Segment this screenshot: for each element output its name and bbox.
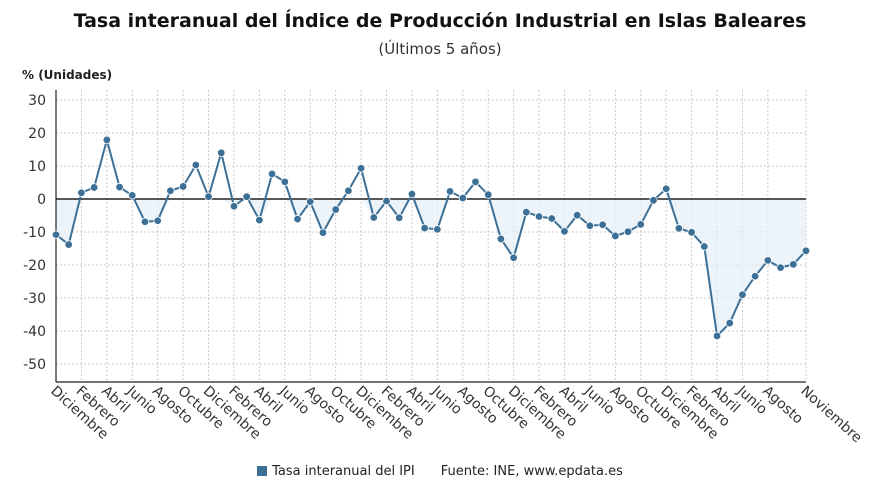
data-point: [623, 227, 633, 236]
data-point: [382, 196, 391, 206]
source-text: Fuente: INE, www.epdata.es: [440, 464, 623, 479]
data-point: [547, 214, 556, 223]
data-point: [801, 246, 811, 256]
data-point: [496, 234, 506, 244]
data-point: [229, 202, 239, 211]
data-point: [64, 240, 73, 249]
data-point: [661, 184, 671, 193]
data-point: [128, 191, 137, 200]
data-point: [369, 213, 378, 222]
data-point: [204, 192, 213, 201]
data-point: [738, 290, 747, 299]
data-point: [280, 177, 290, 187]
data-point: [585, 221, 595, 230]
data-point: [140, 217, 150, 226]
data-point: [318, 228, 328, 237]
data-point: [166, 186, 175, 195]
data-point: [178, 182, 188, 191]
data-point: [763, 256, 773, 265]
data-point: [395, 213, 404, 223]
data-point: [445, 187, 455, 196]
data-point: [509, 253, 518, 262]
data-point: [89, 183, 99, 192]
data-point: [356, 164, 366, 173]
legend: Tasa interanual del IPI Fuente: INE, www.…: [0, 464, 880, 479]
data-point: [293, 214, 302, 224]
chart-title: Tasa interanual del Índice de Producción…: [73, 10, 807, 32]
y-tick-label: 20: [28, 126, 46, 142]
data-point: [687, 228, 696, 237]
data-point: [776, 263, 785, 272]
data-point: [331, 205, 340, 214]
data-point: [750, 272, 760, 281]
y-tick-label: -40: [23, 324, 46, 340]
plot-area: [56, 90, 806, 382]
data-point: [407, 189, 417, 199]
x-tick-label: Noviembre: [797, 383, 864, 446]
data-point: [102, 135, 112, 145]
y-tick-label: 30: [28, 93, 46, 109]
chart-subtitle: (Últimos 5 años): [378, 40, 502, 58]
y-axis-label: % (Unidades): [22, 68, 113, 82]
y-tick-label: 0: [37, 192, 46, 208]
data-point: [649, 196, 658, 205]
data-point: [636, 220, 645, 229]
data-point: [712, 331, 722, 341]
data-point: [433, 225, 442, 234]
data-point: [572, 210, 582, 220]
y-tick-label: -50: [23, 357, 46, 373]
data-point: [471, 177, 480, 187]
y-tick-label: -30: [23, 291, 46, 307]
data-point: [191, 160, 201, 170]
data-point: [458, 193, 467, 203]
data-point: [700, 242, 709, 251]
legend-swatch: [257, 466, 268, 476]
data-point: [725, 318, 734, 328]
data-point: [560, 227, 569, 236]
data-point: [255, 215, 264, 225]
data-point: [420, 223, 429, 233]
data-point: [789, 260, 798, 269]
data-point: [77, 188, 86, 197]
y-tick-label: -20: [23, 258, 46, 274]
data-point: [598, 220, 607, 229]
data-point: [242, 192, 251, 201]
data-point: [306, 197, 315, 206]
data-point: [611, 231, 620, 241]
data-point: [534, 212, 544, 221]
y-tick-label: -10: [23, 225, 46, 241]
data-point: [522, 207, 531, 217]
y-tick-label: 10: [28, 159, 46, 175]
data-point: [115, 182, 124, 192]
data-point: [267, 169, 277, 179]
data-point: [484, 190, 493, 199]
data-point: [217, 148, 226, 157]
data-point: [153, 216, 162, 225]
data-point: [51, 230, 61, 239]
legend-series-label: Tasa interanual del IPI: [272, 464, 415, 479]
data-point: [344, 186, 353, 195]
data-point: [674, 224, 684, 233]
